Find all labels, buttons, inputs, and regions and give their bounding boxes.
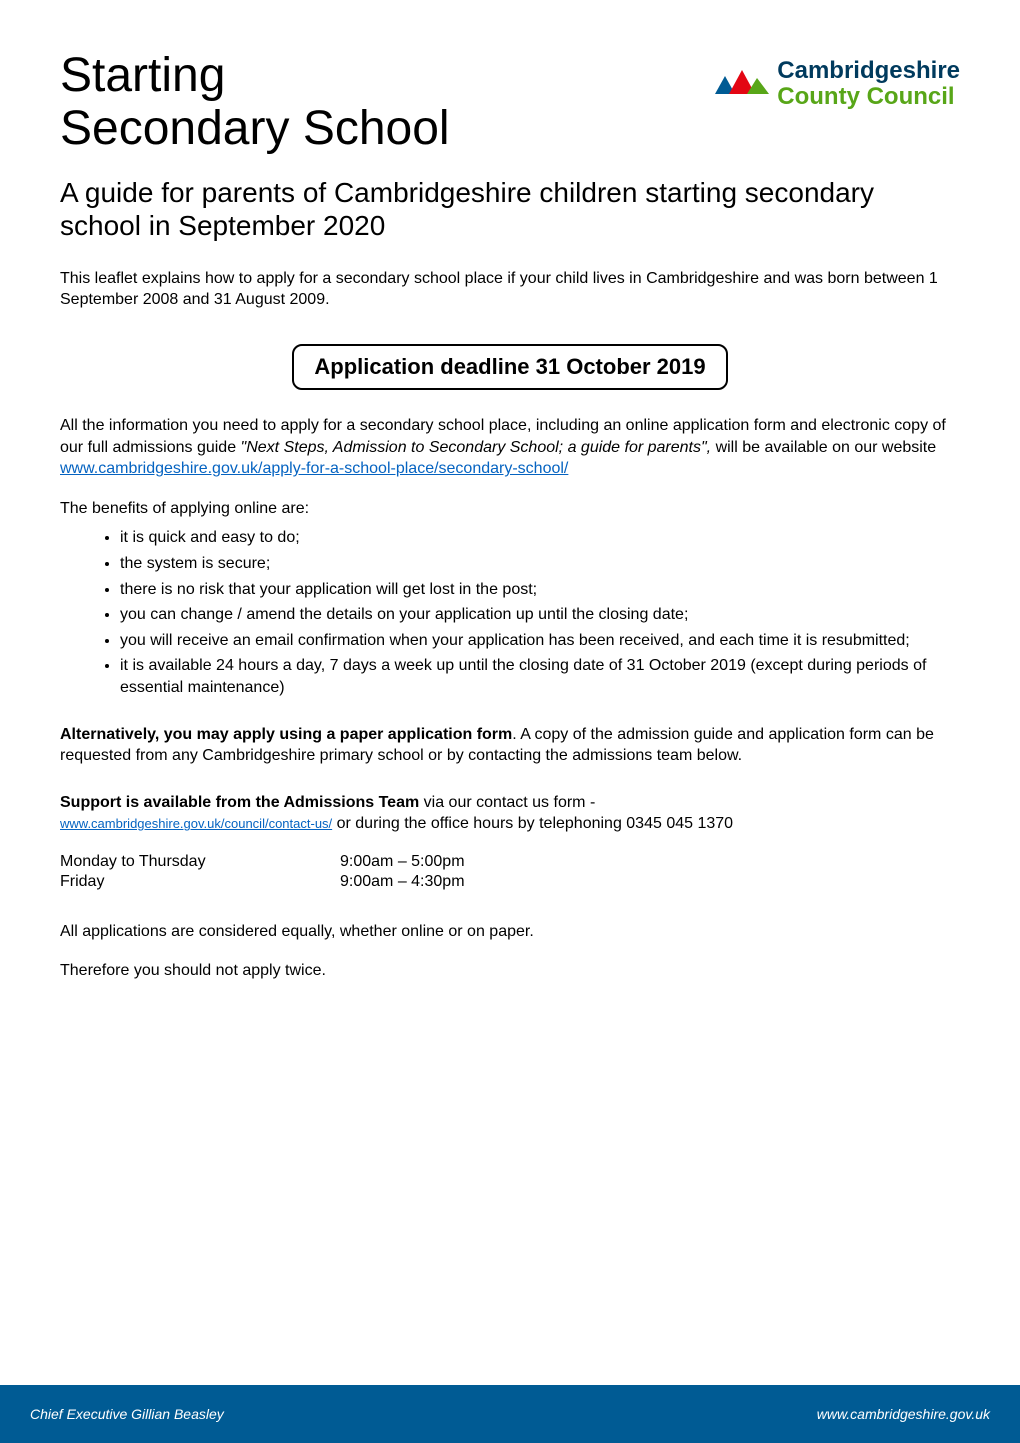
header: Starting Secondary School Cambridgeshire… [60, 50, 960, 156]
website-link[interactable]: www.cambridgeshire.gov.uk/apply-for-a-sc… [60, 460, 568, 477]
footer-left: Chief Executive Gillian Beasley [30, 1406, 224, 1422]
list-item: it is quick and easy to do; [120, 527, 960, 549]
info-mid: will be available on our website [711, 439, 936, 456]
support-paragraph: Support is available from the Admissions… [60, 792, 960, 835]
alternative-paragraph: Alternatively, you may apply using a pap… [60, 724, 960, 767]
subtitle: A guide for parents of Cambridgeshire ch… [60, 176, 960, 243]
benefits-heading: The benefits of applying online are: [60, 498, 960, 520]
footer-right: www.cambridgeshire.gov.uk [817, 1406, 990, 1422]
hours-time: 9:00am – 4:30pm [340, 873, 465, 891]
hours-label: Friday [60, 873, 340, 891]
alt-bold: Alternatively, you may apply using a pap… [60, 726, 512, 743]
list-item: there is no risk that your application w… [120, 579, 960, 601]
deadline-box: Application deadline 31 October 2019 [292, 344, 727, 390]
list-item: it is available 24 hours a day, 7 days a… [120, 655, 960, 698]
list-item: you will receive an email confirmation w… [120, 630, 960, 652]
support-prefix: via our contact us form - [419, 794, 595, 811]
benefits-section: The benefits of applying online are: it … [60, 498, 960, 699]
info-paragraph: All the information you need to apply fo… [60, 415, 960, 480]
support-bold: Support is available from the Admissions… [60, 794, 419, 811]
info-italic: "Next Steps, Admission to Secondary Scho… [241, 439, 712, 456]
hours-label: Monday to Thursday [60, 853, 340, 871]
hours-time: 9:00am – 5:00pm [340, 853, 465, 871]
title-line-1: Starting [60, 49, 225, 102]
logo-text-line1: Cambridgeshire [777, 58, 960, 84]
logo-text-line2: County Council [777, 84, 960, 110]
intro-paragraph: This leaflet explains how to apply for a… [60, 268, 960, 311]
hours-row: Monday to Thursday 9:00am – 5:00pm [60, 853, 960, 871]
main-title: Starting Secondary School [60, 50, 450, 156]
title-line-2: Secondary School [60, 102, 450, 155]
contact-link[interactable]: www.cambridgeshire.gov.uk/council/contac… [60, 816, 332, 831]
support-suffix: or during the office hours by telephonin… [332, 815, 733, 832]
deadline-text: Application deadline 31 October 2019 [314, 354, 705, 379]
closing-line-1: All applications are considered equally,… [60, 921, 960, 943]
office-hours: Monday to Thursday 9:00am – 5:00pm Frida… [60, 853, 960, 891]
benefits-list: it is quick and easy to do; the system i… [60, 527, 960, 698]
list-item: you can change / amend the details on yo… [120, 604, 960, 626]
page-footer: Chief Executive Gillian Beasley www.camb… [0, 1385, 1020, 1443]
hours-row: Friday 9:00am – 4:30pm [60, 873, 960, 891]
council-logo: Cambridgeshire County Council [715, 58, 960, 111]
logo-peaks-icon [715, 64, 769, 104]
list-item: the system is secure; [120, 553, 960, 575]
closing-line-2: Therefore you should not apply twice. [60, 960, 960, 982]
